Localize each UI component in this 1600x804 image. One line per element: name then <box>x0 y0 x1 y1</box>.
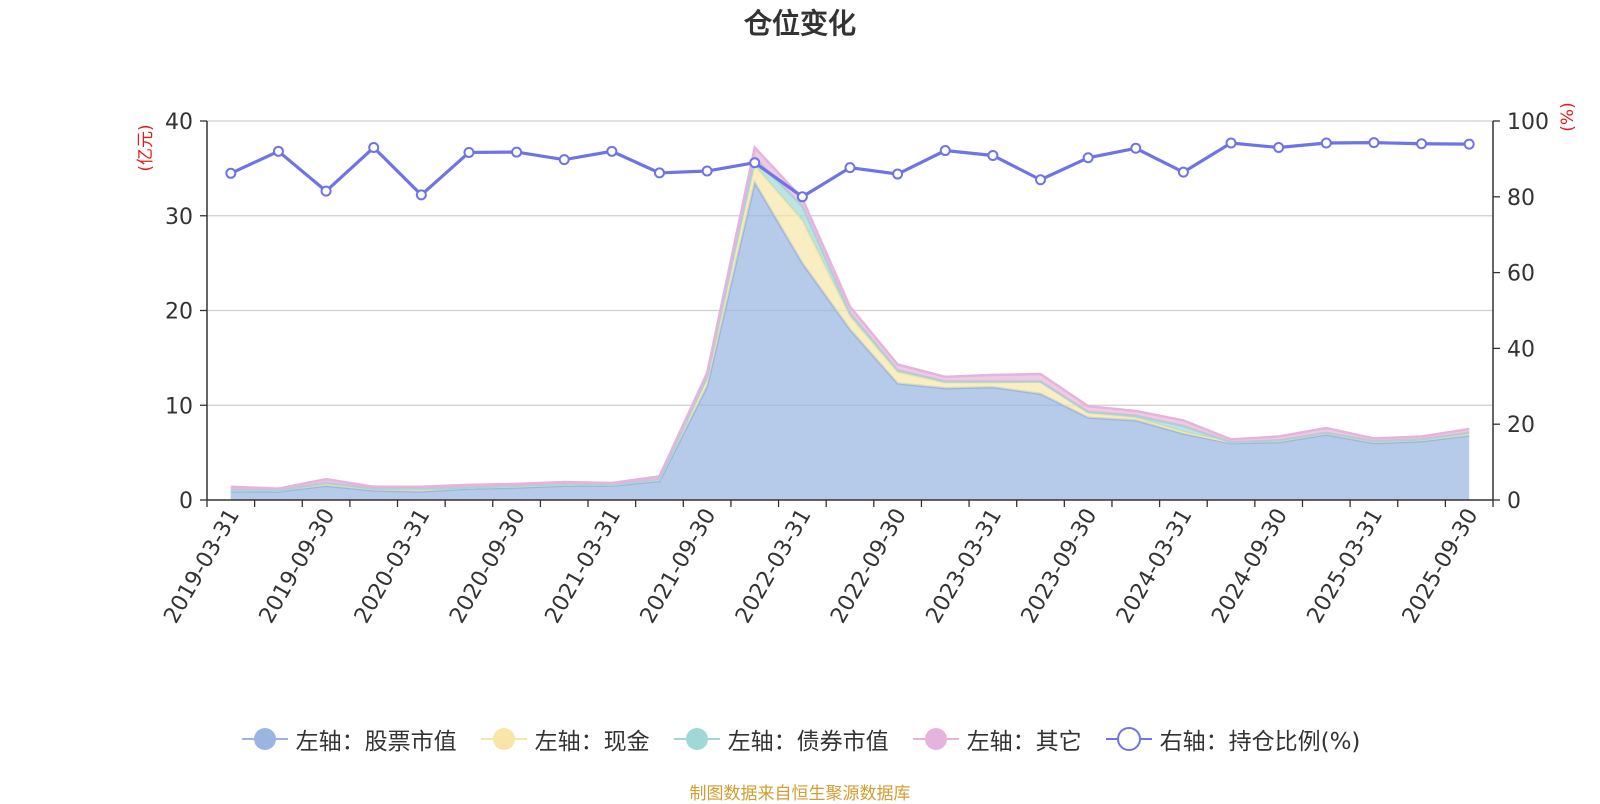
x-tick-label: 2024-09-30 <box>1207 505 1293 628</box>
legend-label: 左轴：股票市值 <box>295 729 457 755</box>
legend-swatch-icon <box>480 728 527 750</box>
legend-swatch-icon <box>912 728 959 750</box>
ratio-point <box>1130 142 1142 154</box>
legend-item[interactable]: 左轴：股票市值 <box>240 722 457 756</box>
legend-label: 左轴：其它 <box>966 729 1082 755</box>
ratio-point <box>653 167 665 179</box>
x-tick-label: 2025-09-30 <box>1398 505 1484 628</box>
x-tick-label: 2025-03-31 <box>1303 505 1389 628</box>
right-tick-label: 80 <box>1507 186 1535 211</box>
x-tick-label: 2019-03-31 <box>159 505 245 628</box>
ratio-point <box>272 145 284 157</box>
legend-item[interactable]: 右轴：持仓比例(%) <box>1104 722 1361 756</box>
ratio-point <box>463 146 475 158</box>
legend-item[interactable]: 左轴：债券市值 <box>672 722 889 756</box>
x-tick-label: 2020-03-31 <box>350 505 436 628</box>
legend-label: 右轴：持仓比例(%) <box>1159 729 1361 755</box>
x-tick-label: 2023-03-31 <box>922 505 1008 628</box>
legend-swatch-icon <box>673 728 720 750</box>
ratio-point <box>511 146 523 158</box>
ratio-point <box>892 168 904 180</box>
ratio-point <box>1463 138 1475 150</box>
left-axis-label: (亿元) <box>136 124 156 171</box>
ratio-point <box>320 185 332 197</box>
ratio-point <box>225 167 237 179</box>
left-tick-label: 0 <box>179 489 193 514</box>
area-1 <box>230 182 1470 500</box>
ratio-point <box>1225 137 1237 149</box>
left-tick-label: 30 <box>165 205 193 230</box>
x-tick-label: 2022-09-30 <box>826 505 912 628</box>
ratio-point <box>1177 166 1189 178</box>
left-tick-label: 10 <box>165 394 193 419</box>
right-tick-label: 40 <box>1507 337 1535 362</box>
x-tick-label: 2021-09-30 <box>636 505 722 628</box>
ratio-point <box>368 142 380 154</box>
left-tick-label: 20 <box>165 300 193 325</box>
legend-swatch-icon <box>241 728 288 750</box>
legend-swatch-icon <box>1105 727 1152 751</box>
x-tick-label: 2021-03-31 <box>541 505 627 628</box>
source-note: 制图数据来自恒生聚源数据库 <box>689 784 911 804</box>
chart-title: 仓位变化 <box>743 7 856 40</box>
right-tick-label: 60 <box>1507 262 1535 287</box>
ratio-point <box>1320 137 1332 149</box>
x-tick-label: 2024-03-31 <box>1112 505 1198 628</box>
ratio-point <box>987 149 999 161</box>
right-tick-label: 20 <box>1507 413 1535 438</box>
ratio-point <box>606 145 618 157</box>
legend-item[interactable]: 左轴：其它 <box>911 722 1082 756</box>
ratio-point <box>1082 152 1094 164</box>
area-line-4 <box>230 144 1470 490</box>
ratio-point <box>1035 174 1047 186</box>
ratio-point <box>749 157 761 169</box>
x-tick-label: 2022-03-31 <box>731 505 817 628</box>
right-tick-label: 100 <box>1507 110 1549 135</box>
ratio-point <box>939 145 951 157</box>
right-tick-label: 0 <box>1507 489 1521 514</box>
legend-item[interactable]: 左轴：现金 <box>479 722 650 756</box>
ratio-point <box>1273 142 1285 154</box>
ratio-point <box>1416 138 1428 150</box>
x-tick-label: 2020-09-30 <box>445 505 531 628</box>
ratio-point <box>844 162 856 174</box>
legend-label: 左轴：债券市值 <box>727 729 889 755</box>
x-tick-label: 2019-09-30 <box>255 505 341 628</box>
right-axis-label: (%) <box>1558 102 1578 131</box>
ratio-point <box>1368 137 1380 149</box>
chart-legend: 左轴：股票市值 左轴：现金 左轴：债券市值 左轴：其它 右轴：持仓比例(%) <box>0 722 1600 756</box>
x-tick-label: 2023-09-30 <box>1017 505 1103 628</box>
ratio-point <box>796 191 808 203</box>
left-tick-label: 40 <box>165 110 193 135</box>
ratio-point <box>701 165 713 177</box>
ratio-point <box>415 189 427 201</box>
ratio-point <box>558 154 570 166</box>
legend-label: 左轴：现金 <box>534 729 650 755</box>
area-2 <box>230 165 1470 492</box>
